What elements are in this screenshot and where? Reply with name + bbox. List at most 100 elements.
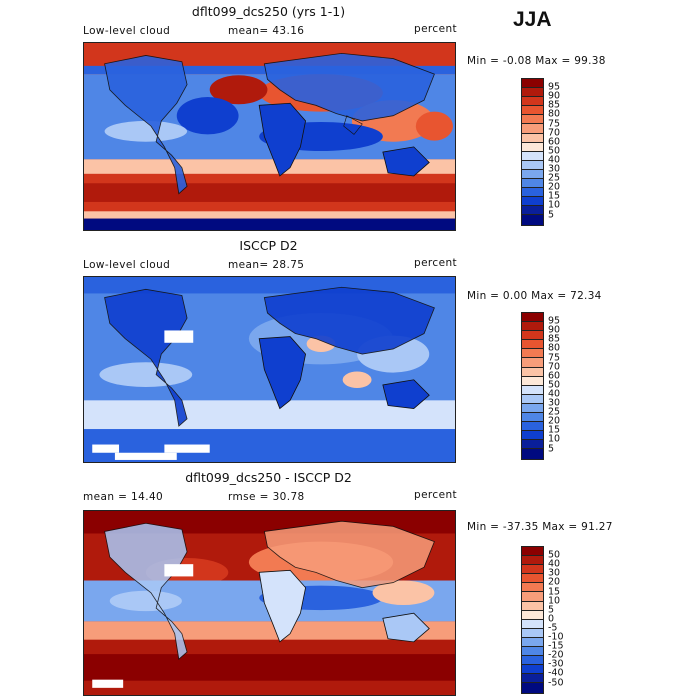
colorbar-tick-label: 15	[548, 190, 561, 202]
colorbar-swatch	[522, 106, 543, 116]
colorbar-tick-label: 90	[548, 90, 561, 102]
colorbar-tick-label: 5	[548, 443, 555, 454]
colorbar-swatch	[522, 637, 543, 648]
colorbar-swatch	[522, 376, 543, 386]
colorbar-swatch	[522, 610, 543, 620]
colorbar-swatch	[522, 628, 543, 638]
colorbar-swatch	[522, 133, 543, 143]
units-label: percent	[414, 23, 458, 35]
colorbar-swatch	[522, 367, 543, 377]
colorbar-tick-label: 80	[548, 342, 561, 354]
colorbar-swatch	[522, 449, 543, 459]
colorbar-tick-label: -10	[548, 631, 564, 643]
colorbar-tick-label: 85	[548, 99, 561, 111]
colorbar-tick-label: 75	[548, 118, 561, 129]
colorbar-swatch	[522, 115, 543, 125]
colorbar-tick-label: 80	[548, 108, 561, 120]
colorbar-swatch	[522, 565, 543, 575]
colorbar-swatch	[522, 331, 543, 341]
season-label: JJA	[513, 8, 552, 31]
colorbar-swatch	[522, 403, 543, 414]
colorbar-swatch	[522, 151, 543, 161]
colorbar-swatch	[522, 124, 543, 134]
colorbar-tick-label: 40	[548, 558, 561, 570]
colorbar-tick-label: -30	[548, 658, 564, 670]
colorbar-tick-label: 20	[548, 181, 561, 193]
units-label: percent	[414, 257, 458, 269]
colorbar-swatch	[522, 583, 543, 593]
colorbar-swatch	[522, 665, 543, 675]
colorbar-swatch	[522, 313, 543, 323]
colorbar-swatch	[522, 322, 543, 332]
panel-title: dflt099_dcs250 - ISCCP D2	[185, 470, 352, 485]
colorbar-tick-label: 10	[548, 595, 561, 607]
colorbar-tick-label: 50	[548, 379, 561, 391]
colorbar	[521, 312, 544, 460]
colorbar-tick-label: -15	[548, 640, 564, 652]
colorbar	[521, 78, 544, 226]
colorbar-swatch	[522, 179, 543, 189]
cloud-map	[83, 276, 456, 463]
colorbar-tick-label: 15	[548, 424, 561, 436]
colorbar-swatch	[522, 349, 543, 359]
rmse-value: rmse = 30.78	[228, 491, 305, 503]
min-max-label: Min = 0.00 Max = 72.34	[467, 290, 602, 302]
colorbar-swatch	[522, 440, 543, 450]
colorbar-swatch	[522, 601, 543, 611]
mean-value: mean = 14.40	[83, 491, 164, 503]
colorbar-tick-label: 60	[548, 370, 561, 382]
colorbar-swatch	[522, 619, 543, 629]
colorbar-swatch	[522, 215, 543, 225]
colorbar-tick-label: 10	[548, 199, 561, 211]
colorbar-tick-label: -5	[548, 622, 558, 634]
colorbar-swatch	[522, 88, 543, 98]
panel-title: dflt099_dcs250 (yrs 1-1)	[191, 4, 346, 19]
colorbar-tick-label: 40	[548, 388, 561, 400]
colorbar-tick-label: 5	[548, 209, 555, 220]
colorbar-tick-label: 40	[548, 154, 561, 166]
colorbar-swatch	[522, 79, 543, 89]
colorbar-tick-label: 25	[548, 406, 561, 418]
colorbar-tick-label: 30	[548, 397, 561, 409]
colorbar-tick-label: 20	[548, 576, 561, 588]
colorbar-swatch	[522, 431, 543, 441]
colorbar-tick-label: 75	[548, 352, 561, 363]
colorbar-swatch	[522, 340, 543, 350]
colorbar-swatch	[522, 656, 543, 666]
units-label: percent	[414, 489, 458, 501]
colorbar-tick-label: 60	[548, 136, 561, 148]
colorbar-tick-label: -50	[548, 677, 564, 688]
colorbar-tick-label: -20	[548, 649, 564, 661]
colorbar-swatch	[522, 647, 543, 657]
min-max-label: Min = -0.08 Max = 99.38	[467, 55, 606, 67]
colorbar-tick-label: 50	[548, 145, 561, 157]
colorbar-tick-label: 70	[548, 361, 561, 373]
colorbar-tick-label: 15	[548, 586, 561, 597]
colorbar-tick-label: 10	[548, 433, 561, 445]
colorbar-swatch	[522, 413, 543, 423]
colorbar-swatch	[522, 169, 543, 180]
colorbar-swatch	[522, 142, 543, 152]
colorbar-swatch	[522, 97, 543, 107]
colorbar-tick-label: 25	[548, 172, 561, 184]
mean-value: mean= 43.16	[228, 25, 305, 37]
colorbar-swatch	[522, 422, 543, 432]
colorbar-tick-label: 20	[548, 415, 561, 427]
colorbar-swatch	[522, 556, 543, 566]
colorbar-swatch	[522, 674, 543, 684]
colorbar-tick-label: 0	[548, 613, 555, 625]
colorbar-swatch	[522, 197, 543, 207]
colorbar-tick-label: 50	[548, 549, 561, 561]
field-label: Low-level cloud	[83, 259, 171, 271]
colorbar-tick-label: 85	[548, 333, 561, 345]
colorbar-swatch	[522, 547, 543, 557]
colorbar-tick-label: 30	[548, 163, 561, 175]
colorbar-swatch	[522, 160, 543, 170]
colorbar-swatch	[522, 206, 543, 216]
colorbar-tick-label: 95	[548, 315, 561, 327]
cloud-map	[83, 42, 456, 231]
colorbar-swatch	[522, 394, 543, 404]
colorbar-tick-label: 5	[548, 604, 555, 616]
colorbar-tick-label: 30	[548, 567, 561, 579]
colorbar-tick-label: 70	[548, 127, 561, 139]
